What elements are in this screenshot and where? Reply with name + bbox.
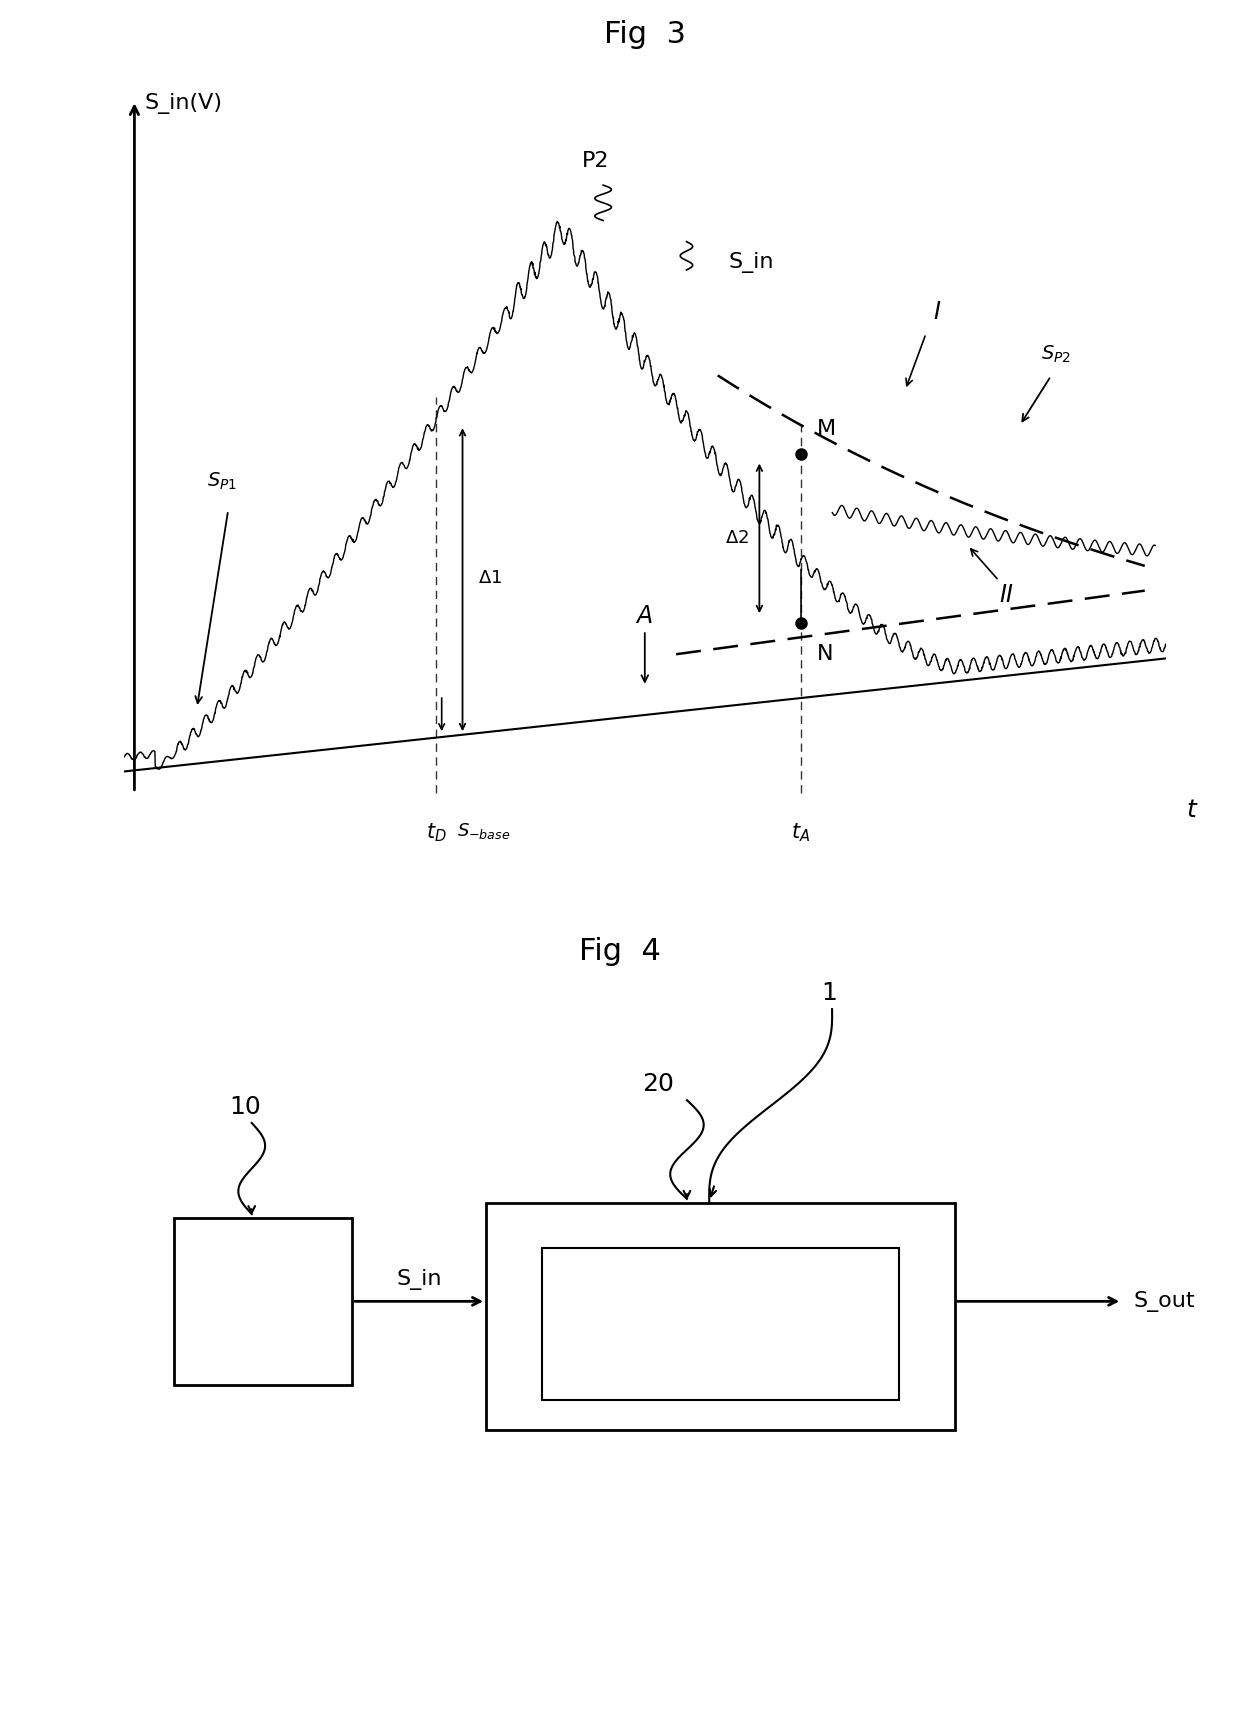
Text: I: I <box>932 300 940 324</box>
Text: 1: 1 <box>821 982 837 1006</box>
Text: 10: 10 <box>229 1095 262 1120</box>
Text: II: II <box>999 583 1013 607</box>
Bar <box>542 1249 899 1401</box>
Text: $t_D$: $t_D$ <box>427 821 446 844</box>
Text: t: t <box>1187 799 1197 823</box>
Text: $\Delta1$: $\Delta1$ <box>479 569 502 586</box>
Text: S_out: S_out <box>1133 1290 1195 1311</box>
Text: S_in: S_in <box>397 1270 441 1290</box>
Text: P2: P2 <box>583 152 610 171</box>
Text: N: N <box>817 645 833 664</box>
Text: S_in: S_in <box>728 252 774 273</box>
Text: 20: 20 <box>642 1073 675 1097</box>
Text: $S_{P1}$: $S_{P1}$ <box>207 471 237 493</box>
Bar <box>486 1202 955 1430</box>
Text: $S_{P2}$: $S_{P2}$ <box>1040 343 1070 366</box>
Bar <box>174 1218 352 1385</box>
Text: Fig  3: Fig 3 <box>604 21 686 48</box>
Text: A: A <box>636 604 653 628</box>
Text: $\Delta2$: $\Delta2$ <box>725 530 749 547</box>
Text: $t_A$: $t_A$ <box>791 821 811 844</box>
Text: $S_{-base}$: $S_{-base}$ <box>458 821 511 840</box>
Text: S_in(V): S_in(V) <box>145 93 223 114</box>
Text: Fig  4: Fig 4 <box>579 937 661 966</box>
Text: M: M <box>817 419 836 440</box>
